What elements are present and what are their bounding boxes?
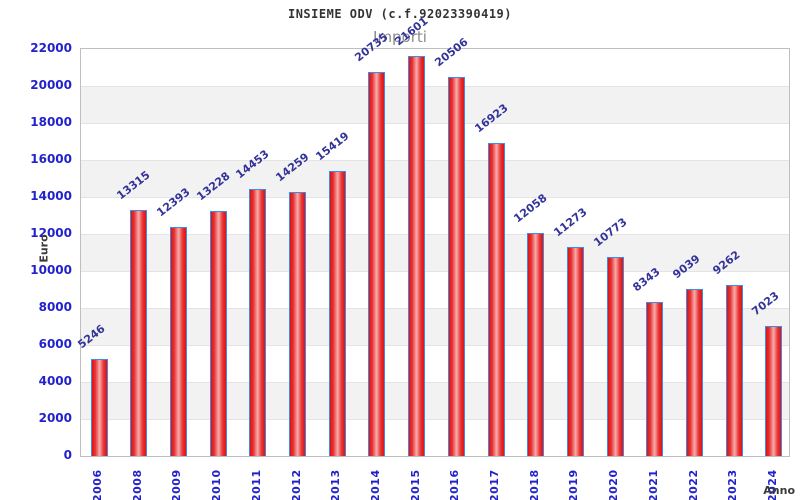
grid-band bbox=[81, 86, 789, 123]
x-tick-label: 2010 bbox=[210, 469, 224, 500]
x-tick-label: 2008 bbox=[130, 469, 144, 500]
x-tick-label: 2022 bbox=[686, 469, 700, 500]
y-tick-label: 2000 bbox=[38, 411, 72, 425]
bar-2018 bbox=[527, 232, 545, 456]
chart-title: INSIEME ODV (c.f.92023390419) bbox=[287, 7, 512, 21]
bar-2017 bbox=[487, 142, 505, 456]
y-tick-label: 20000 bbox=[30, 78, 72, 92]
bar-2021 bbox=[646, 301, 664, 456]
x-tick-label: 2012 bbox=[289, 469, 303, 500]
bar-2019 bbox=[566, 247, 584, 456]
grid-band bbox=[81, 234, 789, 271]
grid-line bbox=[81, 419, 789, 420]
bar-2022 bbox=[686, 288, 703, 456]
x-tick-label: 2015 bbox=[408, 469, 422, 500]
bar-2020 bbox=[606, 256, 624, 456]
grid-line bbox=[81, 86, 789, 87]
bar-2012 bbox=[289, 192, 306, 456]
bar-2023 bbox=[725, 284, 743, 456]
bar-2013 bbox=[328, 170, 346, 456]
bar-2016 bbox=[447, 76, 465, 456]
bar-2024 bbox=[765, 326, 783, 456]
grid-line bbox=[81, 234, 789, 235]
grid-line bbox=[81, 382, 789, 383]
y-tick-label: 8000 bbox=[38, 300, 72, 314]
x-tick-label: 2011 bbox=[249, 469, 263, 500]
bar-2014 bbox=[368, 72, 386, 456]
plot-area bbox=[80, 48, 790, 457]
y-tick-label: 0 bbox=[63, 448, 72, 462]
x-axis-title: Anno bbox=[763, 484, 795, 497]
bar-2010 bbox=[209, 211, 227, 456]
grid-band bbox=[81, 382, 789, 419]
x-tick-label: 2006 bbox=[91, 469, 104, 500]
x-tick-label: 2017 bbox=[488, 469, 501, 500]
grid-line bbox=[81, 160, 789, 161]
x-tick-label: 2021 bbox=[646, 469, 660, 500]
bar-2015 bbox=[408, 56, 426, 456]
grid-line bbox=[81, 123, 789, 124]
x-tick-label: 2020 bbox=[607, 469, 621, 500]
y-tick-label: 12000 bbox=[30, 226, 72, 240]
grid-line bbox=[81, 197, 789, 198]
x-tick-label: 2019 bbox=[567, 469, 581, 500]
bar-2011 bbox=[249, 188, 267, 456]
y-tick-label: 22000 bbox=[30, 41, 72, 55]
grid-band bbox=[81, 308, 789, 345]
grid-line bbox=[81, 345, 789, 346]
bar-2008 bbox=[130, 209, 148, 456]
x-tick-label: 2016 bbox=[448, 469, 462, 500]
y-tick-label: 16000 bbox=[30, 152, 72, 166]
x-tick-label: 2018 bbox=[527, 469, 541, 500]
grid-band bbox=[81, 160, 789, 197]
y-tick-label: 6000 bbox=[38, 337, 72, 351]
y-tick-label: 10000 bbox=[30, 263, 72, 277]
y-axis-title: Euro bbox=[37, 234, 51, 263]
grid-line bbox=[81, 308, 789, 309]
x-tick-label: 2009 bbox=[170, 469, 184, 500]
bar-2006 bbox=[90, 358, 108, 456]
x-tick-label: 2014 bbox=[368, 469, 382, 500]
x-tick-label: 2013 bbox=[329, 469, 343, 500]
chart-subtitle: Importi bbox=[373, 28, 427, 46]
y-tick-label: 14000 bbox=[30, 189, 72, 203]
bar-2009 bbox=[169, 226, 187, 456]
grid-line bbox=[81, 271, 789, 272]
x-tick-label: 2023 bbox=[726, 469, 740, 500]
y-tick-label: 18000 bbox=[30, 115, 72, 129]
y-tick-label: 4000 bbox=[38, 374, 72, 388]
